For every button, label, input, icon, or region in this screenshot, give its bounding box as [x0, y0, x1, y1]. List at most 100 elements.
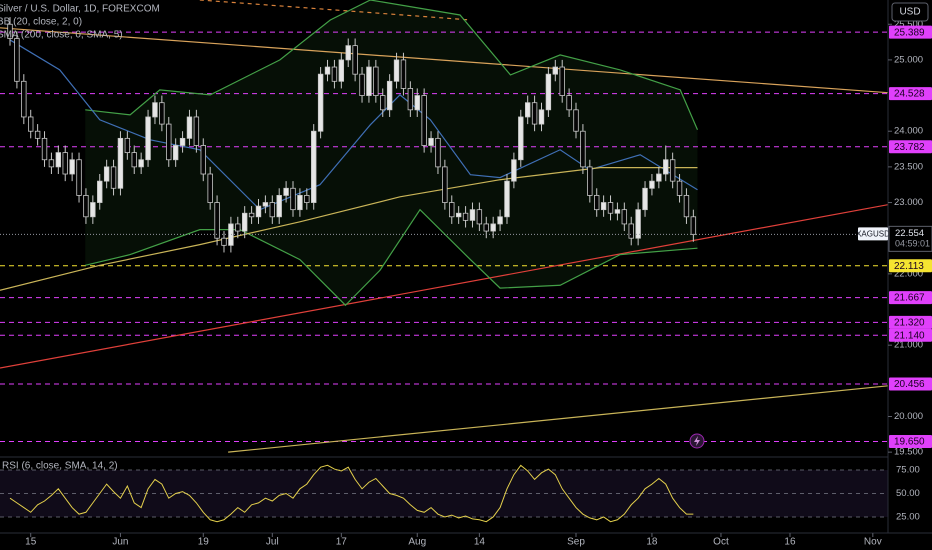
candle-body [531, 102, 538, 125]
candle-body [186, 116, 193, 139]
candle-body [304, 195, 310, 203]
candle-body [393, 59, 400, 82]
candle-body [504, 180, 510, 218]
candle-body [110, 166, 117, 189]
candle-body [490, 223, 496, 232]
level-label: 24.528 [894, 89, 925, 100]
candle-body [628, 223, 634, 239]
candle-body [21, 80, 27, 118]
indicator-line [0, 166, 698, 291]
candle-body [649, 180, 655, 189]
candle-body [552, 66, 559, 75]
candle-body [614, 209, 621, 214]
y-tick-label: 23.500 [894, 161, 923, 172]
countdown-label: 04:59:01 [895, 239, 930, 249]
level-box [889, 315, 932, 329]
y-tick-label: 21.000 [894, 340, 923, 351]
level-box [889, 377, 932, 391]
y-tick-label: 19.500 [894, 447, 923, 458]
candle-body [28, 116, 34, 132]
event-icon-bolt [694, 436, 700, 446]
indicator-line [85, 208, 698, 307]
candle-body [442, 166, 448, 203]
candle-body [511, 159, 517, 182]
candle-body [14, 38, 20, 82]
trend-line [0, 204, 888, 369]
candle-body [34, 130, 41, 139]
candle-body [297, 195, 303, 211]
level-label: 22.113 [894, 261, 924, 272]
currency-label[interactable]: USD [899, 7, 920, 18]
x-tick-label: 17 [336, 537, 348, 548]
level-box [889, 291, 932, 305]
candle-body [421, 95, 427, 146]
candle-body [345, 45, 351, 61]
x-tick-label: Oct [713, 537, 729, 548]
symbol-title: Silver / U.S. Dollar, 1D, FOREXCOM [0, 4, 160, 15]
level-label: 21.140 [894, 330, 925, 341]
currency-button[interactable] [891, 2, 929, 22]
x-tick-label: 19 [198, 537, 210, 548]
candle-body [497, 216, 503, 225]
candle-body [97, 180, 103, 203]
candle-body [386, 80, 393, 111]
candle-body [76, 159, 82, 196]
level-box [889, 259, 932, 273]
candle-body [241, 212, 248, 232]
candle-body [663, 159, 669, 175]
candle-body [587, 166, 593, 196]
candle-body [276, 195, 282, 218]
candle-body [607, 202, 614, 214]
candle-body [262, 202, 269, 207]
candle-body [172, 145, 179, 161]
candle-body [55, 152, 62, 168]
candle-body [193, 116, 200, 146]
candle-body [483, 223, 489, 232]
candle-body [131, 152, 137, 168]
y-tick-label: 24.000 [894, 126, 923, 137]
symbol-label: XAGUSD [856, 229, 890, 238]
level-label: 21.320 [894, 317, 925, 328]
y-tick-label: 22.000 [894, 268, 923, 279]
candle-body [352, 45, 358, 75]
candle-body [594, 195, 600, 211]
candle-body [580, 130, 586, 168]
candle-body [103, 166, 110, 182]
y-tick-label: 23.000 [894, 197, 923, 208]
x-tick-label: 16 [784, 537, 796, 548]
candle-body [449, 202, 455, 218]
candle-body [138, 159, 144, 168]
candle-body [359, 73, 365, 96]
candle-body [476, 209, 483, 225]
axes: 25.500 25.000 24.000 23.500 23.000 22.000 21.0… [25, 19, 932, 548]
candle-body [683, 195, 690, 218]
rsi-line [9, 464, 694, 523]
trend-line [0, 27, 888, 94]
x-tick-label: 18 [646, 537, 658, 548]
candle-body [559, 66, 565, 96]
candle-body [566, 95, 572, 111]
level-box [889, 434, 932, 448]
x-tick-label: Jun [112, 537, 128, 548]
level-box [889, 87, 932, 101]
trend-line [228, 385, 888, 453]
candle-body [311, 130, 317, 203]
candle-body [179, 137, 186, 146]
candle-body [90, 202, 96, 218]
last-price-label: 22.554 [895, 228, 924, 239]
candle-body [228, 223, 234, 246]
candle-body [207, 173, 213, 203]
y-tick-label: 25.000 [894, 54, 923, 65]
candle-body [124, 137, 131, 154]
rsi-tick-label: 50.00 [896, 488, 920, 499]
level-label: 23.782 [894, 142, 925, 153]
candle-body [117, 137, 124, 189]
indicator-label: SMA (200, close, 0, SMA, 5) [0, 30, 123, 41]
candle-body [83, 195, 89, 218]
candle-body [380, 95, 386, 111]
candle-body [214, 202, 220, 239]
candle-body [366, 66, 372, 96]
candle-body [159, 102, 165, 125]
candle-body [538, 109, 545, 125]
